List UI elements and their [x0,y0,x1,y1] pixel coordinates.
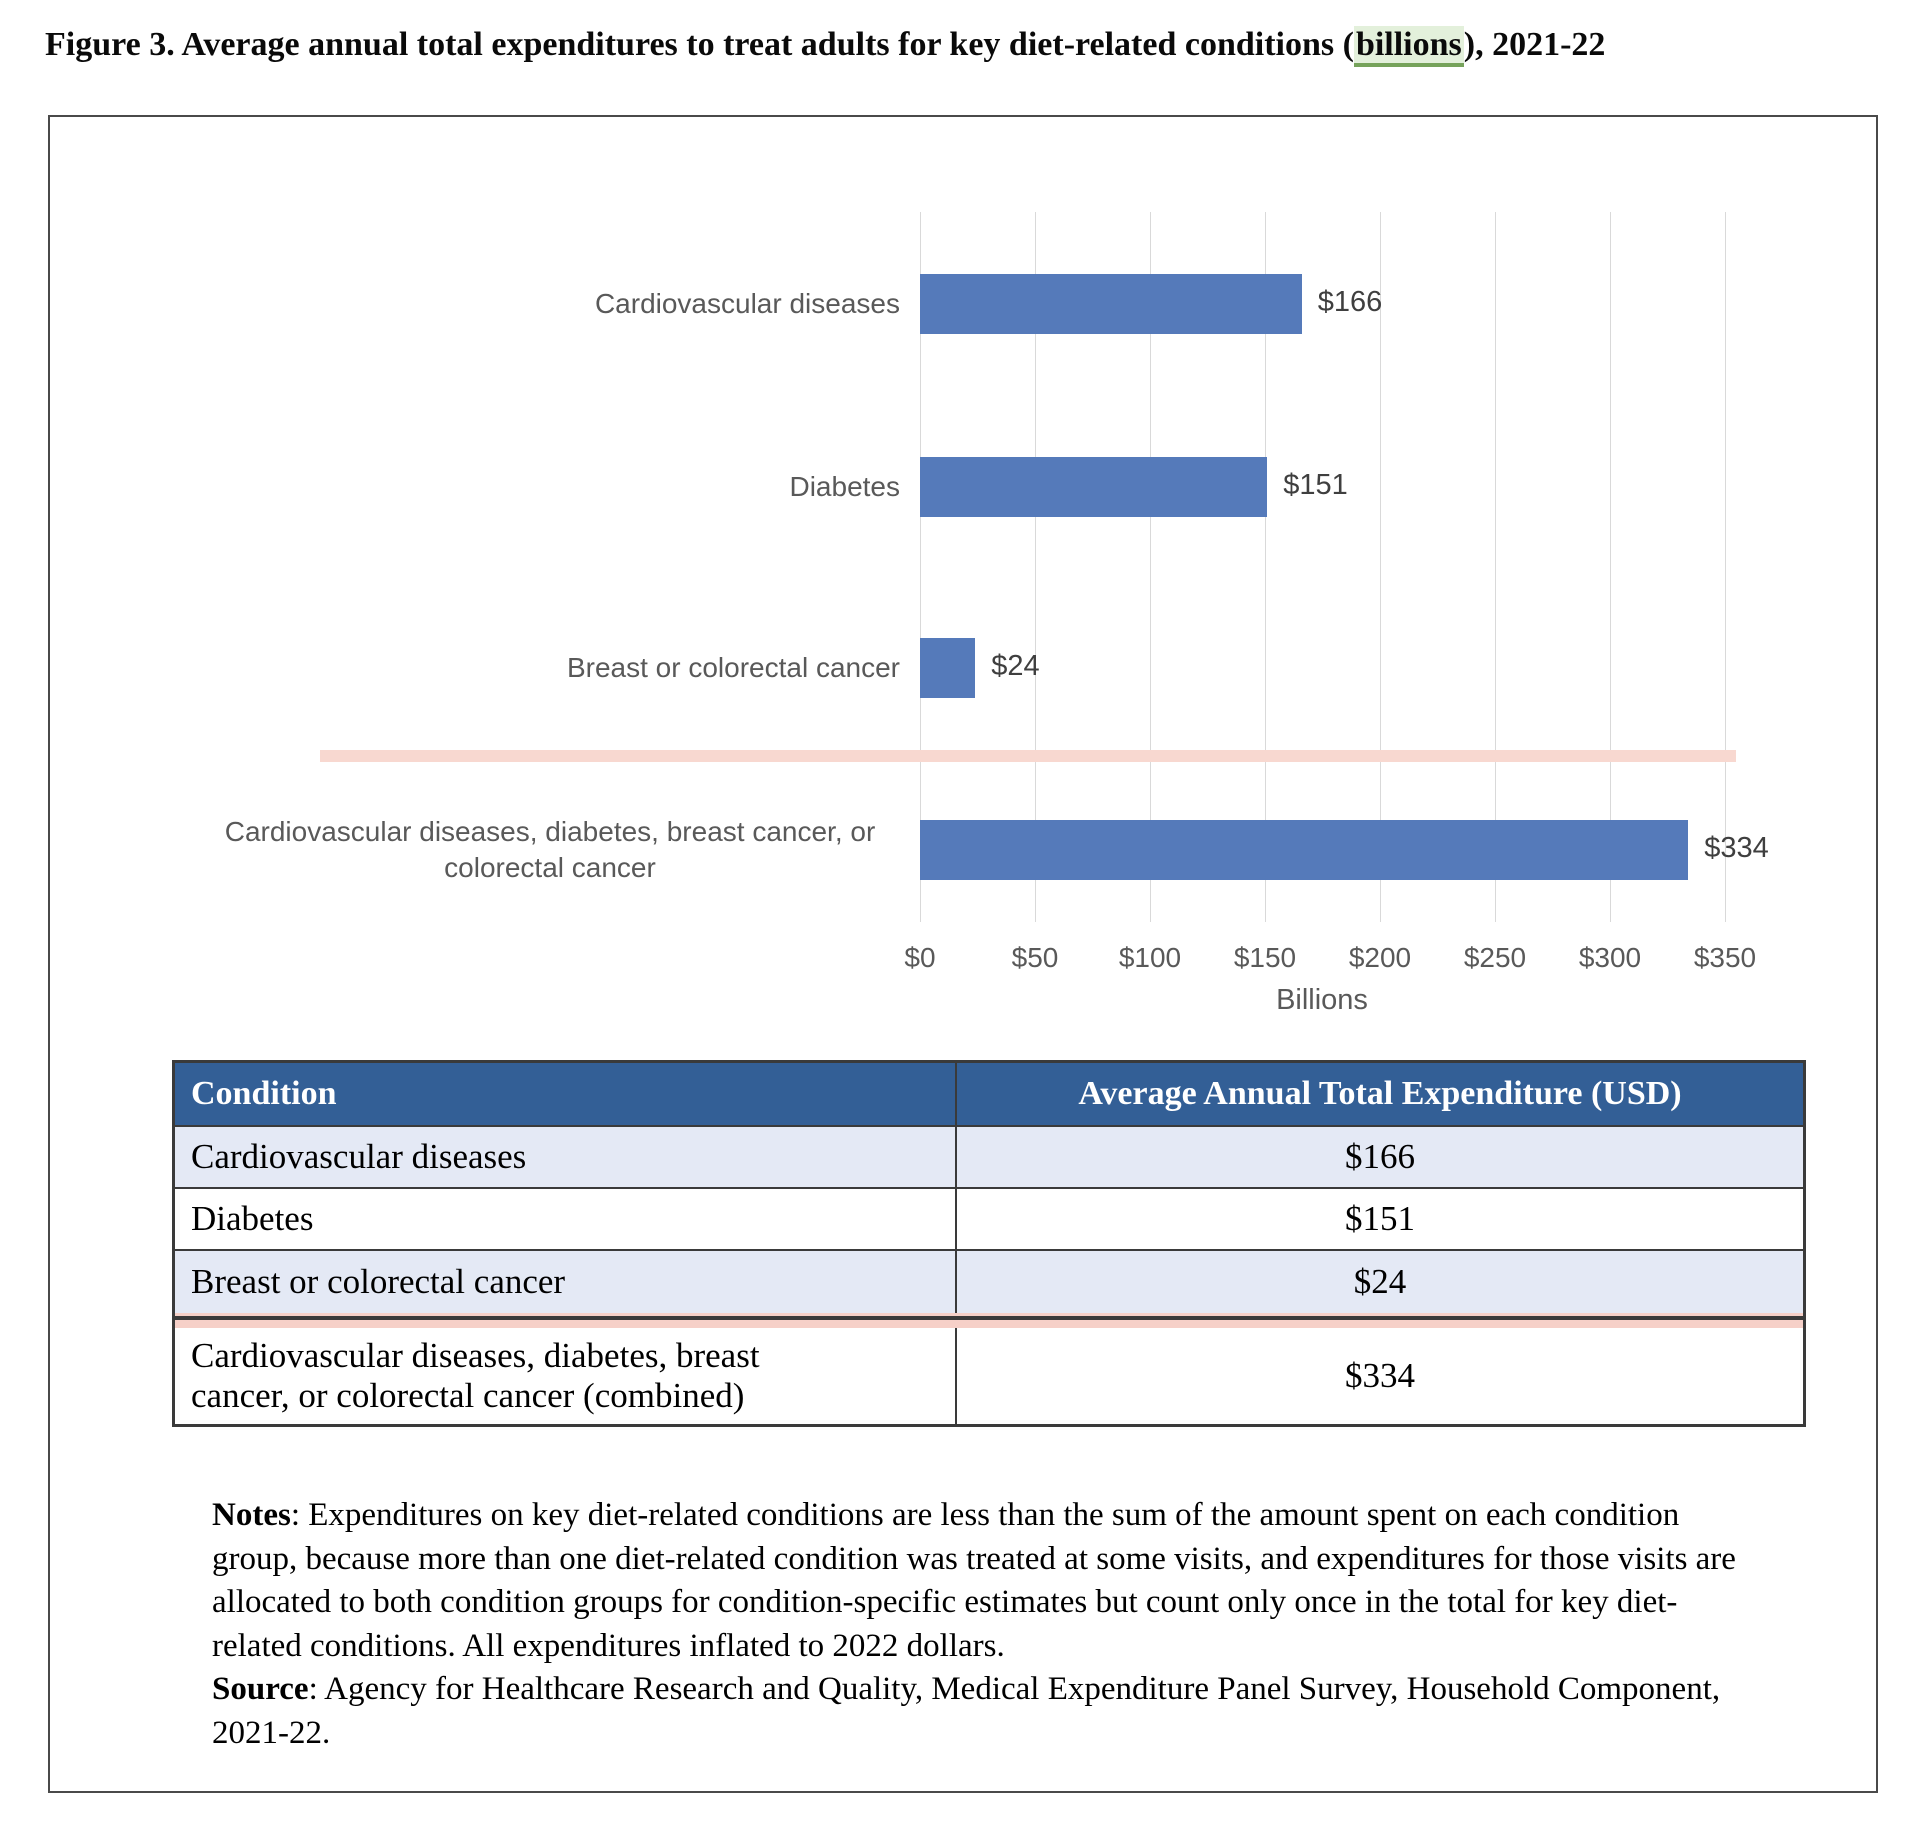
gridline [1609,212,1611,922]
table-cell-value: $334 [957,1328,1803,1424]
source-label: Source [212,1671,309,1708]
bar-diabetes [920,457,1268,517]
bar-value-label: $24 [991,650,1040,682]
expenditure-table: Condition Average Annual Total Expenditu… [172,1060,1806,1427]
notes-block: Notes: Expenditures on key diet-related … [212,1494,1757,1755]
category-label-cardiovascular: Cardiovascular diseases [594,288,900,319]
source-paragraph: Source: Agency for Healthcare Research a… [212,1668,1757,1755]
table-divider-line [175,1313,1803,1328]
x-tick-label: $250 [1463,942,1527,973]
source-text: : Agency for Healthcare Research and Qua… [212,1671,1721,1751]
table-row: Diabetes $151 [175,1189,1803,1251]
bar-value-label: $334 [1704,832,1769,864]
gridline [1149,212,1151,922]
table-row: Breast or colorectal cancer $24 [175,1251,1803,1313]
table-cell-value: $166 [957,1127,1803,1189]
chart-separator-line [320,750,1736,762]
x-tick-label: $150 [1233,942,1297,973]
table-row: Cardiovascular diseases, diabetes, breas… [175,1328,1803,1424]
table-header-expenditure: Average Annual Total Expenditure (USD) [957,1063,1803,1127]
gridline [1034,212,1036,922]
figure-box: Cardiovascular diseases Diabetes Breast … [48,115,1878,1793]
notes-text: : Expenditures on key diet-related condi… [212,1497,1736,1664]
gridline [1724,212,1726,922]
table-cell-condition: Cardiovascular diseases [175,1127,957,1189]
x-tick-label: $300 [1578,942,1642,973]
figure-title-prefix: Figure 3. Average annual total expenditu… [45,26,1354,63]
bar-chart: Cardiovascular diseases Diabetes Breast … [50,117,1876,1057]
bar-combined [920,820,1689,880]
x-tick-label: $100 [1118,942,1182,973]
gridline [1264,212,1266,922]
figure-title: Figure 3. Average annual total expenditu… [45,24,1885,67]
gridline [1379,212,1381,922]
category-label-breast-colorectal: Breast or colorectal cancer [566,652,900,683]
x-tick-label: $50 [1011,942,1059,973]
bar-value-label: $151 [1283,469,1348,501]
bar-breast-colorectal [920,638,976,698]
table-row: Cardiovascular diseases $166 [175,1127,1803,1189]
figure-title-highlighted-word: billions [1353,26,1464,67]
table-cell-condition: Diabetes [175,1189,957,1251]
bar-cardiovascular [920,274,1302,334]
table-cell-value: $24 [957,1251,1803,1313]
gridline [1494,212,1496,922]
gridline [919,212,921,922]
table-header-row: Condition Average Annual Total Expenditu… [175,1063,1803,1127]
x-tick-label: $200 [1348,942,1412,973]
x-axis-title: Billions [1276,984,1368,1016]
x-tick-label: $350 [1693,942,1757,973]
table-cell-condition: Breast or colorectal cancer [175,1251,957,1313]
category-label-combined: Cardiovascular diseases, diabetes, breas… [224,816,876,883]
bar-value-label: $166 [1317,286,1383,318]
x-tick-label: $0 [904,942,936,973]
table-cell-value: $151 [957,1189,1803,1251]
figure-title-suffix: ), 2021-22 [1463,26,1606,63]
category-label-diabetes: Diabetes [789,471,900,502]
table-header-condition: Condition [175,1063,957,1127]
notes-label: Notes [212,1497,291,1533]
notes-paragraph: Notes: Expenditures on key diet-related … [212,1494,1757,1668]
table-cell-condition: Cardiovascular diseases, diabetes, breas… [175,1328,957,1424]
